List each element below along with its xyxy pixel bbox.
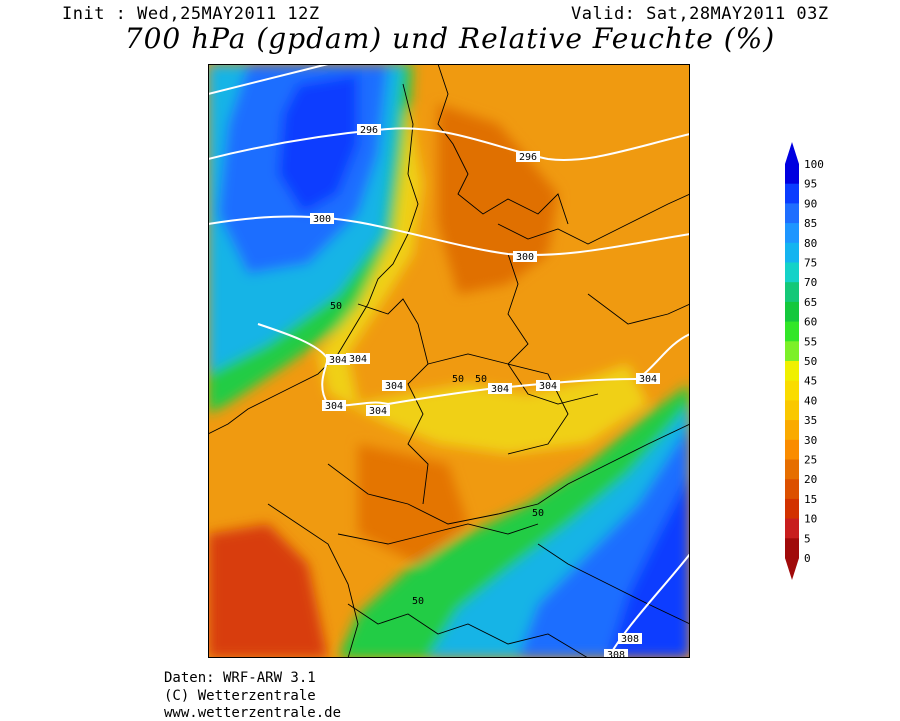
border-southwest bbox=[267, 503, 359, 658]
legend-label: 5 bbox=[804, 532, 811, 545]
copyright: (C) Wetterzentrale bbox=[164, 688, 316, 704]
legend-label: 85 bbox=[804, 217, 817, 230]
legend-swatch bbox=[785, 183, 799, 204]
border-southeast bbox=[537, 543, 690, 625]
humid-region-nw-dark bbox=[278, 74, 358, 214]
legend-label: 10 bbox=[804, 513, 817, 526]
humidity-label: 50 bbox=[532, 508, 544, 519]
legend-label: 0 bbox=[804, 552, 811, 565]
humidity-label: 50 bbox=[330, 301, 342, 312]
border-alps bbox=[337, 523, 539, 545]
legend-swatch bbox=[785, 301, 799, 323]
legend-label: 40 bbox=[804, 394, 817, 407]
legend-swatch bbox=[785, 262, 799, 283]
contour-label: 304 bbox=[639, 374, 657, 385]
weather-map: 296 296 300 300 304 304 304 304 304 304 … bbox=[208, 64, 690, 658]
contour-308 bbox=[607, 553, 690, 658]
legend-swatch bbox=[785, 498, 799, 520]
init-time: Init : Wed,25MAY2011 12Z bbox=[62, 4, 320, 24]
legend-swatch bbox=[785, 380, 799, 401]
legend-swatch bbox=[785, 361, 799, 382]
legend-label: 100 bbox=[804, 158, 824, 171]
legend-label: 15 bbox=[804, 493, 817, 506]
contour-label: 296 bbox=[360, 125, 378, 136]
website-link[interactable]: www.wetterzentrale.de bbox=[164, 705, 342, 721]
legend-swatch bbox=[785, 400, 799, 421]
legend-label: 60 bbox=[804, 316, 817, 329]
data-source: Daten: WRF-ARW 3.1 bbox=[164, 670, 316, 686]
border-east bbox=[507, 253, 599, 405]
legend-label: 75 bbox=[804, 257, 817, 270]
legend-swatch bbox=[785, 164, 799, 185]
legend-swatch bbox=[785, 203, 799, 224]
legend-swatch bbox=[785, 341, 799, 362]
humidity-label: 50 bbox=[475, 374, 487, 385]
contour-label: 304 bbox=[329, 355, 347, 366]
legend-arrow-top bbox=[785, 142, 799, 164]
map-title: 700 hPa (gpdam) und Relative Feuchte (%) bbox=[124, 22, 776, 55]
legend-swatch bbox=[785, 282, 799, 303]
humidity-label: 50 bbox=[412, 596, 424, 607]
contour-label: 308 bbox=[607, 650, 625, 658]
legend-swatch bbox=[785, 459, 799, 480]
dry-region-center bbox=[358, 444, 468, 564]
legend-label: 45 bbox=[804, 375, 817, 388]
legend-label: 65 bbox=[804, 296, 817, 309]
legend-label: 35 bbox=[804, 414, 817, 427]
contour-296-a bbox=[208, 127, 690, 161]
legend-label: 50 bbox=[804, 355, 817, 368]
coastline-west bbox=[208, 83, 419, 435]
coastline-denmark bbox=[437, 64, 569, 225]
legend-label: 80 bbox=[804, 237, 817, 250]
legend-swatch bbox=[785, 518, 799, 539]
contour-label: 304 bbox=[349, 354, 367, 365]
contour-label: 296 bbox=[519, 152, 537, 163]
contour-label: 308 bbox=[621, 634, 639, 645]
contour-label: 300 bbox=[516, 252, 534, 263]
legend-label: 95 bbox=[804, 178, 817, 191]
map-frame bbox=[208, 64, 690, 658]
contour-label: 304 bbox=[369, 406, 387, 417]
contour-label: 304 bbox=[539, 381, 557, 392]
legend-label: 55 bbox=[804, 335, 817, 348]
contour-label: 300 bbox=[313, 214, 331, 225]
border-east-far bbox=[587, 293, 690, 325]
contour-label: 304 bbox=[385, 381, 403, 392]
dry-region-southwest bbox=[208, 524, 328, 658]
legend-label: 90 bbox=[804, 197, 817, 210]
legend-label: 70 bbox=[804, 276, 817, 289]
border-south bbox=[327, 423, 690, 525]
coastline-baltic bbox=[497, 193, 690, 245]
contour-300 bbox=[208, 215, 690, 256]
humid-region-se-dark bbox=[608, 474, 690, 658]
contour-label: 304 bbox=[491, 384, 509, 395]
legend-arrow-bottom bbox=[785, 558, 799, 580]
contour-label: 304 bbox=[325, 401, 343, 412]
legend-swatch bbox=[785, 420, 799, 441]
legend-label: 20 bbox=[804, 473, 817, 486]
legend-swatch bbox=[785, 321, 799, 342]
legend-swatch bbox=[785, 538, 799, 559]
humidity-label: 50 bbox=[452, 374, 464, 385]
legend-swatch bbox=[785, 479, 799, 500]
dry-band-yellow bbox=[318, 104, 648, 454]
humidity-legend: 1009590858075706560555045403530252015105… bbox=[785, 142, 824, 580]
legend-swatch bbox=[785, 223, 799, 244]
valid-time: Valid: Sat,28MAY2011 03Z bbox=[571, 4, 829, 24]
legend-label: 30 bbox=[804, 434, 817, 447]
legend-label: 25 bbox=[804, 454, 817, 467]
legend-swatch bbox=[785, 439, 799, 460]
coastline-mediterranean bbox=[347, 603, 589, 658]
border-central bbox=[427, 353, 569, 455]
contour-296-b bbox=[208, 64, 329, 95]
legend-swatch bbox=[785, 242, 799, 263]
border-west bbox=[357, 298, 429, 505]
